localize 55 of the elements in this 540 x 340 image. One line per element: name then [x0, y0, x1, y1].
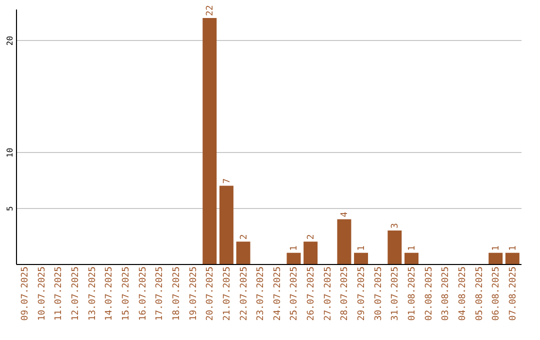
data-label: 7 [222, 178, 232, 184]
x-tick-label: 18.07.2025 [172, 266, 182, 321]
x-tick-label: 06.08.2025 [492, 266, 502, 321]
x-tick-label: 28.07.2025 [340, 266, 350, 321]
x-tick-label: 02.08.2025 [424, 266, 434, 321]
bar [388, 230, 402, 264]
y-tick-label: 10 [6, 148, 14, 158]
data-label: 1 [508, 245, 518, 251]
x-tick-label: 21.07.2025 [222, 266, 232, 321]
x-tick-label: 14.07.2025 [104, 266, 115, 321]
x-tick-label: 19.07.2025 [188, 266, 199, 321]
data-label: 1 [290, 245, 300, 251]
bar [337, 219, 352, 264]
bar [286, 252, 301, 264]
x-tick-label: 05.08.2025 [474, 266, 485, 321]
x-tick-label: 16.07.2025 [138, 266, 148, 321]
x-tick-label: 03.08.2025 [441, 266, 452, 321]
data-label: 4 [340, 212, 350, 218]
bar [304, 242, 318, 264]
x-tick-label: 22.07.2025 [239, 266, 250, 321]
x-tick-label: 27.07.2025 [323, 266, 334, 321]
y-tick-label: 20 [6, 36, 14, 46]
data-label: 1 [357, 245, 368, 251]
x-tick-label: 20.07.2025 [206, 266, 216, 321]
x-tick-label: 10.07.2025 [37, 266, 48, 321]
y-tick-label: 5 [6, 206, 14, 211]
bar [404, 252, 418, 264]
x-tick-label: 13.07.2025 [88, 266, 98, 321]
x-tick-label: 15.07.2025 [122, 266, 132, 321]
bar [236, 242, 250, 264]
x-tick-label: 07.08.2025 [508, 266, 518, 321]
x-tick-label: 31.07.2025 [390, 266, 401, 321]
x-tick-label: 23.07.2025 [256, 266, 266, 321]
bar [202, 18, 217, 264]
x-tick-label: 11.07.2025 [54, 266, 64, 321]
data-label: 22 [206, 5, 216, 16]
data-label: 2 [239, 234, 250, 240]
x-tick-label: 09.07.2025 [20, 266, 31, 321]
data-label: 1 [492, 245, 502, 251]
x-tick-label: 26.07.2025 [306, 266, 317, 321]
x-tick-label: 29.07.2025 [357, 266, 368, 321]
data-label: 3 [390, 223, 401, 228]
x-tick-label: 12.07.2025 [71, 266, 82, 321]
data-label: 1 [407, 245, 418, 251]
x-tick-label: 24.07.2025 [272, 266, 283, 321]
data-label: 2 [306, 234, 317, 240]
x-tick-label: 25.07.2025 [290, 266, 300, 321]
x-tick-label: 04.08.2025 [458, 266, 468, 321]
bar [488, 252, 503, 264]
bar [505, 252, 520, 264]
x-tick-label: 17.07.2025 [155, 266, 166, 321]
bar [219, 186, 234, 264]
x-tick-label: 30.07.2025 [374, 266, 384, 321]
bar [354, 252, 368, 264]
x-tick-label: 01.08.2025 [407, 266, 418, 321]
